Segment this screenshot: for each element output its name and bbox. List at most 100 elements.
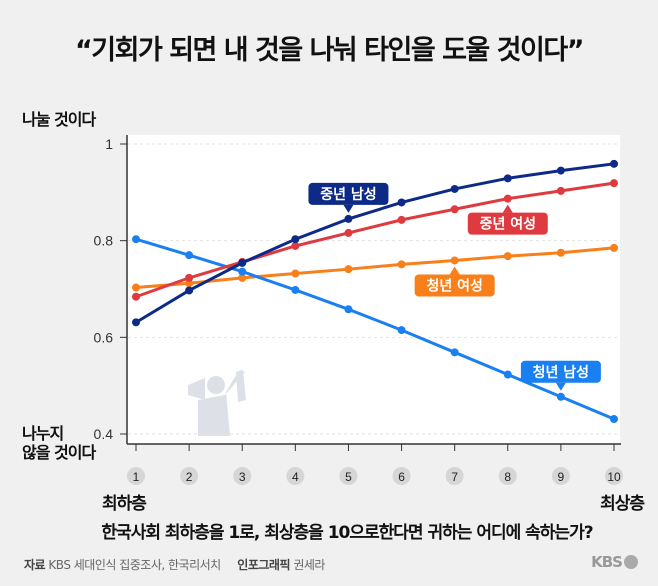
data-point [238, 258, 247, 267]
series-label-pointer [502, 204, 513, 213]
data-point [503, 174, 512, 183]
kbs-logo: KBS [591, 553, 638, 571]
data-point [397, 260, 406, 269]
x-tick-label: 6 [398, 470, 405, 484]
source-key: 자료 [24, 558, 46, 572]
data-point [503, 194, 512, 203]
data-point [344, 214, 353, 223]
y-tick-label: 0.8 [94, 233, 114, 249]
data-point [610, 243, 618, 252]
kbs-logo-icon [624, 555, 638, 569]
x-tick-badge [551, 467, 570, 485]
series-label: 청년 남성 [533, 364, 589, 381]
data-point [291, 235, 300, 244]
y-axis-bottom-label: 나누지 않을 것이다 [22, 424, 96, 462]
series-label-box [414, 274, 495, 297]
data-point [132, 292, 140, 301]
data-point [503, 252, 512, 261]
data-point [185, 273, 194, 282]
data-point [397, 326, 406, 335]
data-point [344, 265, 353, 274]
data-point [450, 205, 459, 214]
y-axis-top-label: 나눌 것이다 [22, 110, 96, 129]
chart-title: “기회가 되면 내 것을 나눠 타인을 도울 것이다” [75, 35, 584, 66]
x-tick-label: 10 [607, 470, 621, 484]
series-label: 중년 남성 [320, 186, 376, 203]
series-label-pointer [343, 204, 354, 213]
y-tick-label: 0.4 [94, 426, 114, 442]
graphic-credit: 권세라 [293, 558, 325, 572]
data-point [397, 198, 406, 207]
data-point [185, 251, 194, 260]
series-line [135, 181, 615, 299]
series-label-box [467, 212, 548, 235]
data-point [185, 286, 194, 295]
y-tick-label: 1 [105, 136, 113, 152]
data-point [556, 248, 565, 257]
series-label-box [308, 182, 389, 205]
watermark-megaphone-person-icon [188, 370, 246, 436]
watermark-body [198, 370, 245, 436]
x-tick-label: 1 [133, 470, 140, 484]
y-axis-bottom-label-line1: 나누지 [22, 424, 64, 443]
data-point [610, 415, 618, 424]
data-point [556, 392, 565, 401]
x-axis-right-label: 최상층 [600, 494, 645, 514]
watermark-arm [236, 370, 246, 402]
data-point [397, 215, 406, 224]
x-tick-badge [180, 467, 199, 485]
x-tick-badge [127, 467, 145, 485]
x-tick-badge [233, 467, 252, 485]
source-text: KBS 세대인식 집중조사, 한국리서치 [48, 558, 221, 572]
x-tick-label: 9 [558, 470, 565, 484]
series-line [135, 162, 615, 324]
data-point [450, 348, 459, 357]
x-axis-left-label: 최하층 [102, 494, 147, 514]
data-point [610, 179, 618, 188]
data-point [556, 186, 565, 195]
x-axis-question: 한국사회 최하층을 1로, 최상층을 10으로한다면 귀하는 어디에 속하는가? [101, 523, 593, 543]
x-tick-badge [392, 467, 411, 485]
x-tick-label: 2 [186, 470, 193, 484]
series-label: 중년 여성 [480, 216, 536, 233]
data-point [238, 267, 247, 276]
y-tick-label: 0.6 [94, 329, 114, 345]
data-point [132, 318, 140, 327]
data-point [291, 241, 300, 250]
x-tick-label: 8 [504, 470, 511, 484]
x-tick-label: 3 [239, 470, 246, 484]
data-point [132, 283, 140, 292]
data-point [291, 285, 300, 294]
watermark-head [207, 376, 225, 394]
data-point [503, 370, 512, 379]
x-tick-badge [498, 467, 517, 485]
data-point [344, 305, 353, 314]
x-tick-badge [339, 467, 358, 485]
series-label: 청년 여성 [426, 277, 482, 294]
series-label-pointer [449, 266, 460, 275]
data-point [291, 269, 300, 278]
kbs-logo-text: KBS [591, 553, 623, 571]
series-line [135, 237, 615, 421]
data-point [450, 184, 459, 193]
series-line [135, 246, 615, 290]
footer-credits: 자료 KBS 세대인식 집중조사, 한국리서치 인포그래픽 권세라 [24, 556, 325, 573]
data-point [610, 159, 618, 168]
x-tick-label: 5 [345, 470, 352, 484]
x-tick-badge [605, 467, 623, 485]
x-tick-badge [286, 467, 305, 485]
watermark-megaphone [188, 378, 205, 400]
series-label-box [520, 360, 601, 383]
data-point [450, 256, 459, 265]
data-point [238, 273, 247, 282]
data-point [132, 235, 140, 244]
data-point [344, 228, 353, 237]
series-label-pointer [555, 382, 566, 391]
data-point [556, 166, 565, 175]
x-tick-label: 7 [451, 470, 458, 484]
y-axis-bottom-label-line2: 않을 것이다 [22, 443, 96, 462]
graphic-key: 인포그래픽 [237, 558, 290, 572]
x-tick-label: 4 [292, 470, 299, 484]
x-tick-badge [445, 467, 464, 485]
